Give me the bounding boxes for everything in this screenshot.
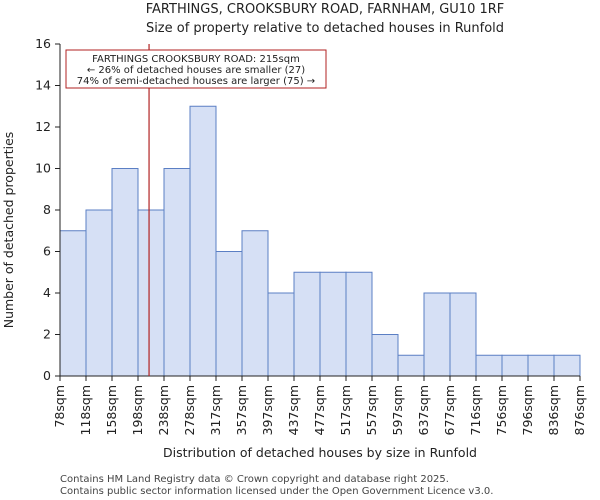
histogram-bar: [423, 292, 451, 377]
histogram-bar: [397, 354, 425, 377]
x-tick-label: 796sqm: [520, 385, 535, 435]
histogram-bar: [527, 354, 555, 377]
x-tick-label: 437sqm: [286, 385, 301, 435]
x-tick-label: 357sqm: [234, 385, 249, 435]
x-tick-label: 238sqm: [156, 385, 171, 435]
y-tick-label: 12: [35, 119, 51, 134]
y-tick-label: 16: [35, 36, 51, 51]
histogram-bar: [319, 271, 347, 377]
histogram-bar: [241, 230, 269, 377]
histogram-bar: [85, 209, 113, 377]
x-tick-label: 118sqm: [78, 385, 93, 435]
x-tick-label: 517sqm: [338, 385, 353, 435]
y-tick-label: 4: [43, 285, 51, 300]
y-tick-label: 0: [43, 368, 51, 383]
histogram-bar: [475, 354, 503, 377]
annotation-text: 74% of semi-detached houses are larger (…: [77, 76, 315, 87]
annotation-box: [65, 49, 327, 89]
chart-title: FARTHINGS, CROOKSBURY ROAD, FARNHAM, GU1…: [146, 2, 505, 17]
annotation-text: ← 26% of detached houses are smaller (27…: [87, 65, 305, 76]
x-tick-label: 597sqm: [390, 385, 405, 435]
histogram-bar: [137, 209, 165, 377]
x-tick-label: 557sqm: [364, 385, 379, 435]
x-tick-label: 317sqm: [208, 385, 223, 435]
histogram-bar: [371, 334, 399, 377]
histogram-bar: [215, 251, 243, 377]
x-tick-label: 477sqm: [312, 385, 327, 435]
histogram-bar: [553, 354, 581, 377]
histogram-bar: [345, 271, 373, 377]
x-tick-label: 198sqm: [130, 385, 145, 435]
plot-area: 0 2 4 6 8 10 12 14 16 78sqm 118sqm 158sqm 198sqm 238s…: [35, 36, 587, 435]
annotation-text: FARTHINGS CROOKSBURY ROAD: 215sqm: [92, 54, 300, 65]
y-tick-label: 2: [43, 327, 51, 342]
y-tick-label: 8: [43, 202, 51, 217]
x-tick-label: 78sqm: [52, 385, 67, 428]
histogram-bar: [59, 230, 87, 377]
histogram-bar: [267, 292, 295, 377]
y-tick-label: 14: [35, 78, 51, 93]
x-tick-label: 637sqm: [416, 385, 431, 435]
histogram-bar: [111, 168, 139, 377]
y-tick-label: 6: [43, 244, 51, 259]
x-tick-label: 876sqm: [572, 385, 587, 435]
y-axis-label: Number of detached properties: [1, 132, 16, 329]
y-tick-label: 10: [35, 161, 51, 176]
footer-line-1: Contains HM Land Registry data © Crown c…: [60, 474, 449, 485]
histogram-bar: [163, 168, 191, 377]
x-tick-label: 677sqm: [442, 385, 457, 435]
x-axis-label: Distribution of detached houses by size …: [163, 445, 477, 460]
x-tick-label: 836sqm: [546, 385, 561, 435]
x-tick-label: 716sqm: [468, 385, 483, 435]
x-tick-label: 756sqm: [494, 385, 509, 435]
histogram-bar: [449, 292, 477, 377]
histogram-bar: [189, 105, 217, 377]
footer-line-2: Contains public sector information licen…: [60, 486, 493, 497]
histogram-bar: [293, 271, 321, 377]
x-tick-label: 158sqm: [104, 385, 119, 435]
x-tick-label: 397sqm: [260, 385, 275, 435]
chart-subtitle: Size of property relative to detached ho…: [146, 21, 504, 36]
histogram-bar: [501, 354, 529, 377]
x-tick-label: 278sqm: [182, 385, 197, 435]
